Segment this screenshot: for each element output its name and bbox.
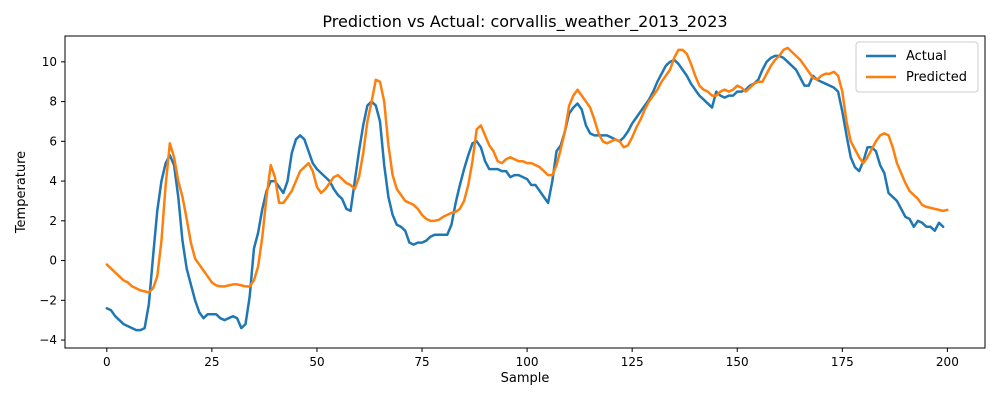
x-tick-label: 50 xyxy=(309,355,324,369)
x-axis-label: Sample xyxy=(501,371,550,386)
x-tick-label: 150 xyxy=(726,355,749,369)
x-tick-label: 125 xyxy=(621,355,644,369)
legend-label-actual: Actual xyxy=(906,49,947,64)
x-tick-label: 75 xyxy=(414,355,429,369)
legend: Actual Predicted xyxy=(855,41,979,93)
x-tick-label: 25 xyxy=(204,355,219,369)
y-axis-label: Temperature xyxy=(14,151,29,234)
y-tick-label: 4 xyxy=(49,174,57,188)
legend-box xyxy=(855,41,979,93)
y-tick-label: 2 xyxy=(49,214,57,228)
x-axis: 0 25 50 75 100 125 150 175 200 xyxy=(103,348,959,369)
y-tick-label: 0 xyxy=(49,254,57,268)
chart-title: Prediction vs Actual: corvallis_weather_… xyxy=(322,12,727,32)
y-tick-label: 8 xyxy=(49,95,57,109)
series-layer xyxy=(105,46,949,332)
legend-label-predicted: Predicted xyxy=(906,70,967,85)
y-axis: −4 −2 0 2 4 6 8 10 xyxy=(39,55,65,347)
series-line-actual xyxy=(105,54,945,332)
y-tick-label: −4 xyxy=(39,333,57,347)
series-line-predicted xyxy=(105,46,949,294)
x-tick-label: 200 xyxy=(936,355,959,369)
plot-area xyxy=(64,35,986,349)
y-tick-label: −2 xyxy=(39,293,57,307)
x-tick-label: 100 xyxy=(516,355,539,369)
x-tick-label: 175 xyxy=(831,355,854,369)
x-tick-label: 0 xyxy=(103,355,111,369)
y-tick-label: 10 xyxy=(42,55,57,69)
plot-frame xyxy=(64,35,986,349)
y-tick-label: 6 xyxy=(49,134,57,148)
